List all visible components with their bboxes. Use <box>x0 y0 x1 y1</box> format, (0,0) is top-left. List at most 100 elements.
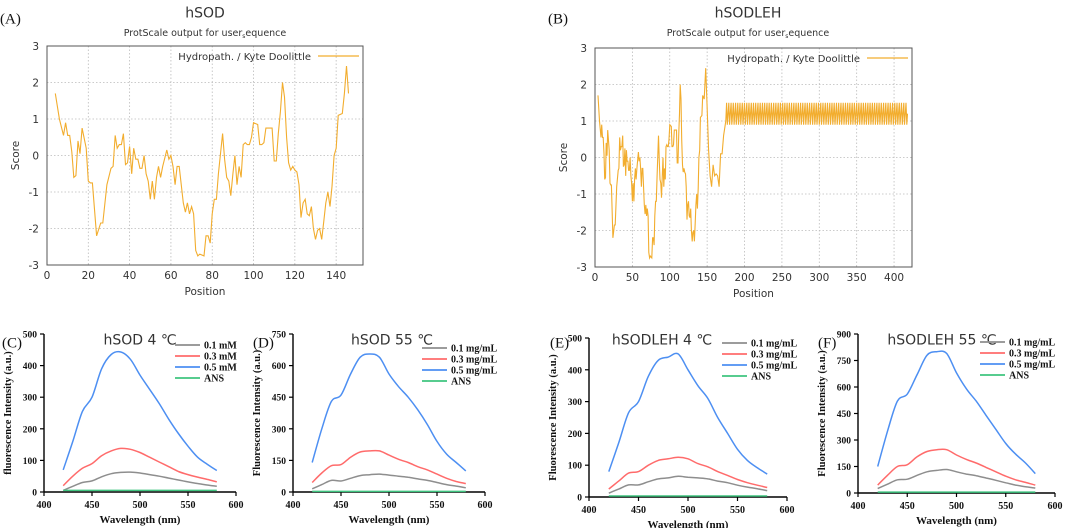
y-axis-label: fluorescence Intensity (a.u.) <box>3 351 14 475</box>
spectrum-line-c05 <box>876 350 1036 475</box>
y-axis-label: Fluorescence Intensity (a.u.) <box>548 354 559 481</box>
legend-label: 0.5 mg/mL <box>451 366 497 377</box>
x-tick-label: 450 <box>631 505 646 516</box>
plot-border <box>46 45 364 266</box>
chart-panel-f: (F) hSODLEH 55 ℃ 400 450 500 550 600 0 150 300 450… <box>817 331 1063 528</box>
legend-label: ANS <box>451 377 471 388</box>
y-tick-label: 400 <box>23 362 38 372</box>
x-tick-label: 500 <box>681 505 696 516</box>
y-tick-label: 2 <box>580 80 587 92</box>
spectrum-line-c03 <box>62 447 217 487</box>
chart-panel-e: (E) hSODLEH 4 ℃ 400 450 500 550 600 0 100 200 300 4… <box>548 333 797 528</box>
y-tick-label: 200 <box>568 430 583 440</box>
y-tick-label: 100 <box>23 457 38 467</box>
legend-label: 0.3 mg/mL <box>451 355 497 366</box>
spectrum-line-c01 <box>608 475 768 494</box>
y-tick-label: -2 <box>29 224 39 236</box>
x-tick-label: 600 <box>1048 501 1063 512</box>
legend-label: ANS <box>751 372 771 383</box>
subtitle-subscript: s <box>242 33 245 40</box>
y-axis-label: Score <box>558 143 570 172</box>
y-tick-label: 600 <box>837 384 852 394</box>
x-tick-label: 600 <box>229 500 244 511</box>
x-tick-label: 40 <box>123 270 136 282</box>
x-axis-label: Position <box>733 288 774 300</box>
x-tick-label: 600 <box>780 505 795 516</box>
hydropathy-line <box>597 68 909 261</box>
legend-label: 0.1 mg/mL <box>451 344 497 355</box>
x-tick-label: 120 <box>285 270 305 282</box>
subtitle-text: ProtScale output for user <box>667 28 786 39</box>
x-tick-label: 550 <box>998 501 1013 512</box>
x-tick-label: 100 <box>660 272 680 284</box>
chart-subtitle: ProtScale output for usersequence <box>667 28 830 40</box>
x-tick-label: 0 <box>592 272 599 284</box>
y-tick-label: 1 <box>32 114 39 126</box>
y-tick-label: 300 <box>272 425 287 435</box>
chart-title: hSODLEH <box>715 6 782 22</box>
x-axis-label: Wavelength (nm) <box>648 519 729 528</box>
x-tick-label: 350 <box>847 272 867 284</box>
legend-label: 0.1 mM <box>204 341 237 352</box>
y-tick-label: -3 <box>577 262 587 274</box>
x-tick-label: 400 <box>884 272 904 284</box>
y-tick-label: 2 <box>32 78 39 90</box>
spectrum-line-c01 <box>62 471 217 492</box>
panel-label: (B) <box>548 12 568 28</box>
x-tick-label: 450 <box>85 500 100 511</box>
y-tick-label: 750 <box>272 331 287 341</box>
panel-label: (A) <box>0 12 21 28</box>
x-tick-label: 450 <box>900 501 915 512</box>
x-tick-label: 300 <box>809 272 829 284</box>
y-tick-label: 300 <box>23 394 38 404</box>
chart-title: hSOD <box>185 6 225 22</box>
spectrum-line-c03 <box>877 448 1036 486</box>
y-tick-label: -3 <box>29 260 39 272</box>
x-tick-label: 20 <box>82 270 95 282</box>
spectrum-line-c05 <box>62 350 218 472</box>
legend-label: 0.1 mg/mL <box>751 339 797 350</box>
subtitle-text: equence <box>245 28 286 39</box>
x-axis-label: Wavelength (nm) <box>100 514 181 526</box>
x-tick-label: 500 <box>949 501 964 512</box>
chart-title: hSOD 55 ℃ <box>351 333 433 349</box>
chart-panel-b: (B) hSODLEH ProtScale output for userseque… <box>548 6 913 300</box>
subtitle-text: equence <box>788 28 829 39</box>
chart-panel-a: (A) hSOD ProtScale output for usersequence… <box>0 6 364 298</box>
legend-label: 0.3 mM <box>204 352 237 363</box>
y-axis-label: Fluorescence Intensity (a.u.) <box>817 350 828 477</box>
y-tick-label: 0 <box>580 153 587 165</box>
subtitle-text: ProtScale output for user <box>124 28 243 39</box>
panel-label: (D) <box>253 336 274 352</box>
legend-label: 0.5 mg/mL <box>1009 360 1055 371</box>
y-tick-label: 150 <box>272 457 287 467</box>
chart-title: hSODLEH 55 ℃ <box>887 333 996 349</box>
x-tick-label: 450 <box>334 500 349 511</box>
panel-label: (F) <box>818 336 836 352</box>
subtitle-subscript: s <box>785 33 788 40</box>
y-tick-label: 300 <box>837 437 852 447</box>
chart-title: hSODLEH 4 ℃ <box>612 333 712 349</box>
legend-label: Hydropath. / Kyte Doolittle <box>178 52 311 63</box>
x-tick-label: 550 <box>430 500 445 511</box>
y-tick-label: 300 <box>568 398 583 408</box>
x-tick-label: 550 <box>730 505 745 516</box>
spectrum-line-c05 <box>608 352 768 475</box>
y-tick-label: 3 <box>580 43 587 55</box>
x-axis-label: Position <box>185 286 226 298</box>
legend-label: Hydropath. / Kyte Doolittle <box>727 54 860 65</box>
legend-label: 0.1 mg/mL <box>1009 338 1055 349</box>
y-tick-label: 3 <box>32 41 39 53</box>
y-tick-label: 0 <box>281 489 286 499</box>
legend-label: ANS <box>204 374 224 385</box>
x-tick-label: 550 <box>181 500 196 511</box>
y-tick-label: 750 <box>837 357 852 367</box>
y-tick-label: 0 <box>32 489 37 499</box>
hydropathy-line <box>54 66 350 257</box>
x-tick-label: 250 <box>772 272 792 284</box>
y-axis-label: Fluorescence Intensity (a.u.) <box>252 349 263 476</box>
panel-label: (C) <box>2 336 22 352</box>
y-tick-label: 500 <box>23 331 38 341</box>
y-tick-label: 600 <box>272 362 287 372</box>
